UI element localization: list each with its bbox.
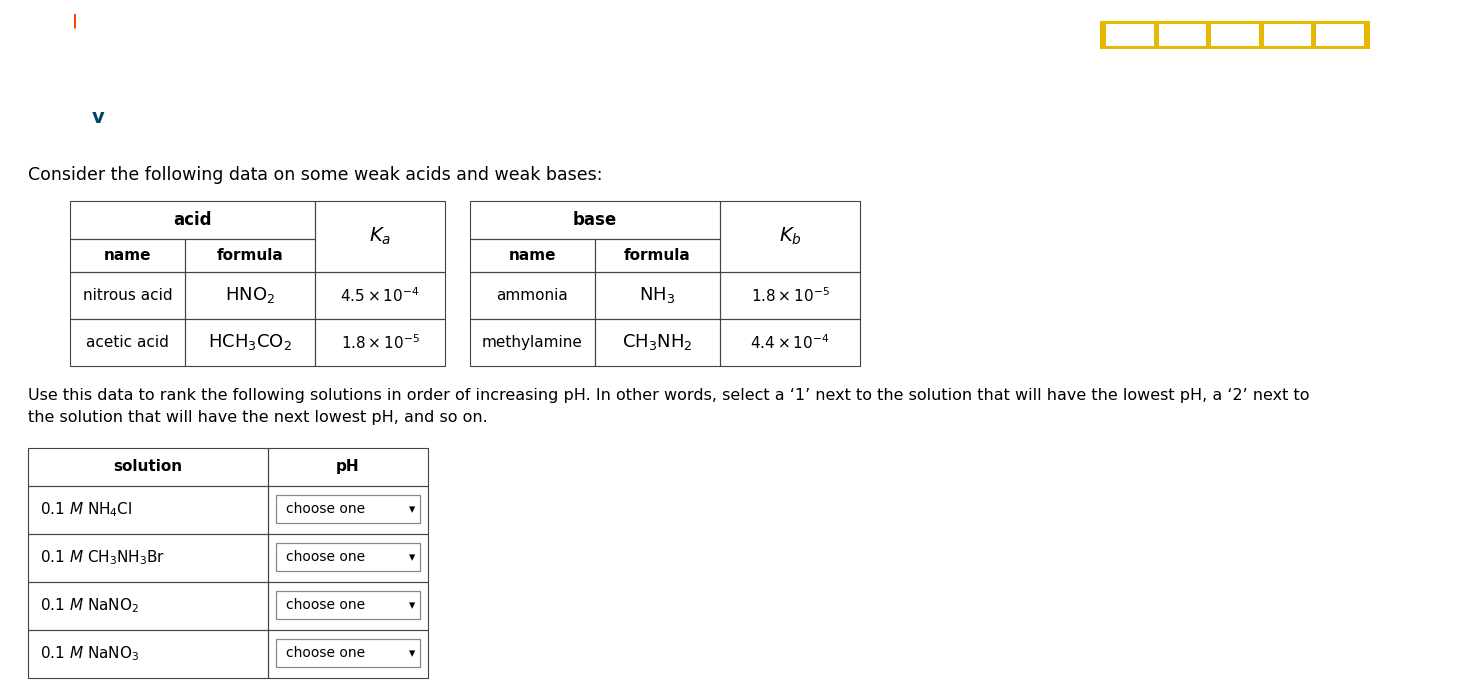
Bar (70, 272, 185, 319)
Bar (268, 582, 429, 630)
Text: 0.1 $\it{M}$ NaNO$_2$: 0.1 $\it{M}$ NaNO$_2$ (39, 597, 139, 615)
Bar (595, 272, 720, 319)
Bar (268, 486, 429, 534)
Text: ▾: ▾ (408, 551, 416, 564)
Bar (70, 319, 185, 366)
Bar (185, 319, 315, 366)
Bar (185, 272, 315, 319)
Text: solution: solution (114, 460, 182, 474)
Text: Consider the following data on some weak acids and weak bases:: Consider the following data on some weak… (28, 166, 602, 184)
Text: choose one: choose one (286, 646, 364, 661)
Bar (469, 272, 595, 319)
Bar (28, 486, 268, 534)
Bar (720, 272, 860, 319)
Bar (28, 630, 268, 678)
Bar (276, 543, 420, 571)
Bar (1212, 25, 1258, 46)
Bar (70, 239, 185, 272)
Bar (469, 319, 595, 366)
Text: ▾: ▾ (408, 599, 416, 612)
Text: 0.1 $\it{M}$ CH$_3$NH$_3$Br: 0.1 $\it{M}$ CH$_3$NH$_3$Br (39, 549, 165, 567)
Bar (720, 201, 860, 272)
Bar (595, 239, 720, 272)
Text: $K_b$: $K_b$ (779, 226, 802, 247)
Bar (315, 319, 445, 366)
Bar (276, 495, 420, 523)
Bar (595, 319, 720, 366)
Bar (469, 239, 595, 272)
Text: $\mathrm{CH_3NH_2}$: $\mathrm{CH_3NH_2}$ (623, 332, 693, 353)
Text: $1.8\times10^{-5}$: $1.8\times10^{-5}$ (341, 333, 420, 352)
Text: $1.8\times10^{-5}$: $1.8\times10^{-5}$ (751, 286, 830, 305)
Bar (276, 639, 420, 667)
Text: $\mathrm{HCH_3CO_2}$: $\mathrm{HCH_3CO_2}$ (208, 332, 292, 353)
Text: Predicting the qualitative acid-base properties of salts: Predicting the qualitative acid-base pro… (95, 44, 675, 63)
Bar (315, 272, 445, 319)
Text: name: name (509, 248, 557, 263)
Text: ACIDS AND BASES: ACIDS AND BASES (95, 17, 208, 27)
Text: formula: formula (624, 248, 691, 263)
Text: $K_a$: $K_a$ (369, 226, 391, 247)
Bar (70, 201, 315, 239)
Bar (28, 582, 268, 630)
Bar (185, 239, 315, 272)
Text: nitrous acid: nitrous acid (83, 288, 172, 303)
Text: 0.1 $\it{M}$ NaNO$_3$: 0.1 $\it{M}$ NaNO$_3$ (39, 644, 140, 663)
Bar (1099, 21, 1371, 49)
Text: 0.1 $\it{M}$ NH$_4$Cl: 0.1 $\it{M}$ NH$_4$Cl (39, 501, 133, 519)
Text: ▾: ▾ (408, 503, 416, 516)
Text: methylamine: methylamine (483, 335, 583, 350)
Text: $4.4\times10^{-4}$: $4.4\times10^{-4}$ (751, 333, 830, 352)
Bar (268, 534, 429, 582)
Bar (1317, 25, 1365, 46)
Bar (720, 319, 860, 366)
Text: acid: acid (174, 211, 211, 229)
Text: choose one: choose one (286, 550, 364, 565)
Text: ammonia: ammonia (497, 288, 569, 303)
Bar (1107, 25, 1153, 46)
Bar (268, 448, 429, 486)
Text: $4.5\times10^{-4}$: $4.5\times10^{-4}$ (340, 286, 420, 305)
Text: name: name (104, 248, 152, 263)
Text: $\mathrm{HNO_2}$: $\mathrm{HNO_2}$ (225, 285, 276, 305)
Text: base: base (573, 211, 617, 229)
Bar (1264, 25, 1311, 46)
Text: choose one: choose one (286, 502, 364, 517)
Bar (28, 448, 268, 486)
Text: the solution that will have the next lowest pH, and so on.: the solution that will have the next low… (28, 410, 488, 425)
Text: ▾: ▾ (408, 647, 416, 660)
Text: pH: pH (337, 460, 360, 474)
Text: Use this data to rank the following solutions in order of increasing pH. In othe: Use this data to rank the following solu… (28, 388, 1309, 403)
Bar (1159, 25, 1206, 46)
Text: acetic acid: acetic acid (86, 335, 169, 350)
Bar (469, 201, 720, 239)
Bar (268, 630, 429, 678)
Text: formula: formula (217, 248, 283, 263)
Text: choose one: choose one (286, 598, 364, 613)
Text: $\mathrm{NH_3}$: $\mathrm{NH_3}$ (640, 285, 675, 305)
Bar (315, 201, 445, 272)
Bar (276, 591, 420, 619)
Text: v: v (92, 108, 104, 127)
Bar (28, 534, 268, 582)
